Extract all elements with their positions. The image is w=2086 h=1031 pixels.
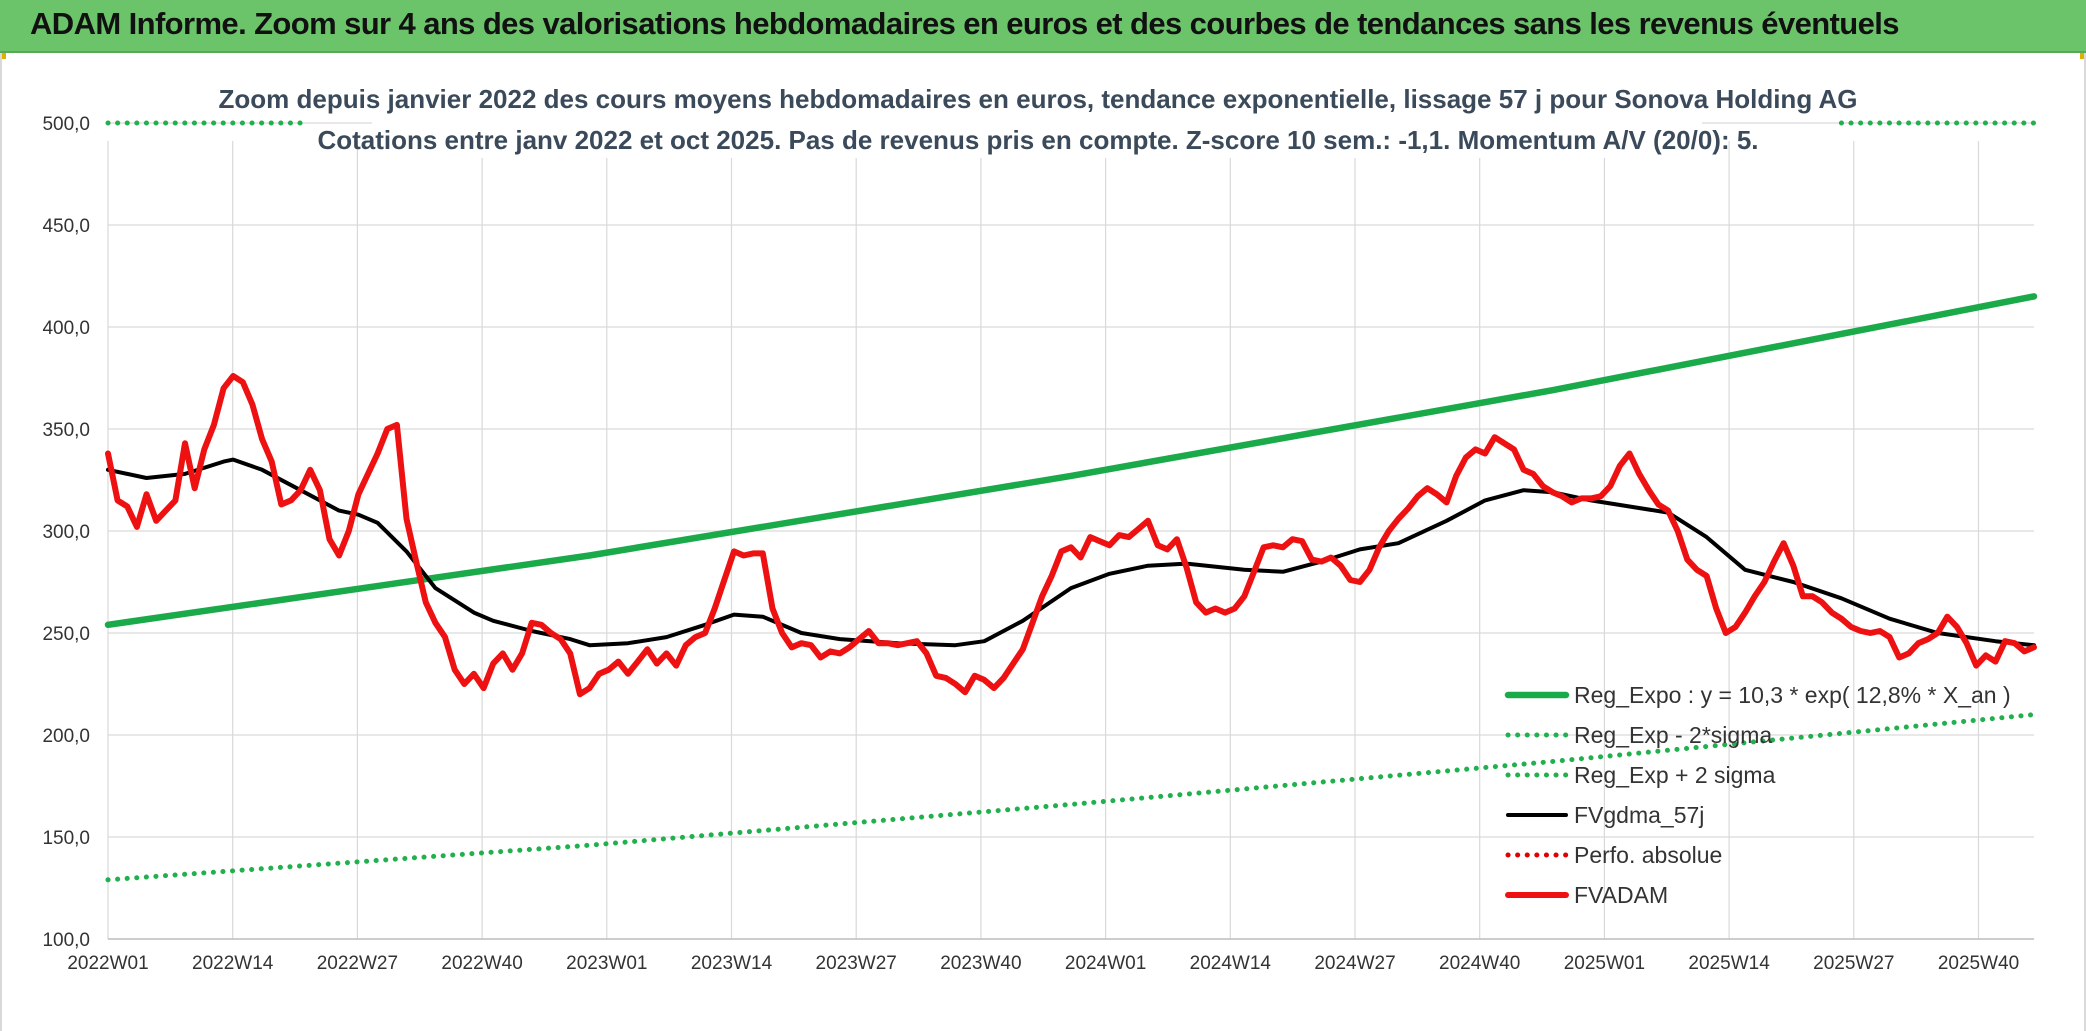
legend: Reg_Expo : y = 10,3 * exp( 12,8% * X_an …: [1504, 682, 2011, 908]
chart-title-bg: [298, 79, 1778, 117]
x-tick-label: 2022W14: [192, 953, 274, 974]
y-tick-label: 200,0: [42, 726, 90, 747]
y-tick-label: 300,0: [42, 522, 90, 543]
x-axis: 2022W01 2022W14 2022W27 2022W40 2023W01 2023W…: [67, 953, 2019, 974]
legend-label-fvadam: FVADAM: [1574, 882, 1668, 908]
x-tick-label: 2023W14: [691, 953, 773, 974]
x-tick-label: 2023W01: [566, 953, 647, 974]
x-tick-label: 2024W27: [1314, 953, 1395, 974]
corner-mark-left: [0, 53, 6, 59]
series-line-reg-exp-2-sigma: [105, 712, 2037, 883]
y-axis: 100,0 150,0 200,0 250,0 300,0 350,0 400,0 450,0…: [42, 114, 90, 951]
y-tick-label: 250,0: [42, 624, 90, 645]
line-chart: 100,0 150,0 200,0 250,0 300,0 350,0 400,0 450,0…: [42, 79, 2038, 974]
legend-label-fvgdma-57j: FVgdma_57j: [1574, 802, 1704, 828]
x-tick-label: 2023W40: [940, 953, 1021, 974]
x-tick-label: 2025W14: [1688, 953, 1770, 974]
y-tick-label: 450,0: [42, 216, 90, 237]
report-title: ADAM Informe. Zoom sur 4 ans des valoris…: [30, 6, 1900, 41]
legend-label-perfo-absolue: Perfo. absolue: [1574, 842, 1722, 868]
series-line-reg-expo-y-10-3-exp-12-8-x-an: [104, 293, 2038, 629]
x-tick-label: 2024W01: [1065, 953, 1146, 974]
x-tick-label: 2022W01: [67, 953, 148, 974]
x-tick-label: 2024W40: [1439, 953, 1520, 974]
y-tick-label: 500,0: [42, 114, 90, 135]
legend-label-reg-exp-2-sigma: Reg_Exp + 2 sigma: [1574, 762, 1776, 788]
legend-label-reg-exp-2-sigma: Reg_Exp - 2*sigma: [1574, 722, 1772, 748]
report-header: ADAM Informe. Zoom sur 4 ans des valoris…: [0, 0, 2086, 53]
chart-area: 100,0 150,0 200,0 250,0 300,0 350,0 400,0 450,0…: [0, 53, 2086, 1031]
y-tick-label: 150,0: [42, 828, 90, 849]
chart-title: Zoom depuis janvier 2022 des cours moyen…: [219, 84, 1858, 114]
legend-label-reg-expo-y-10-3-exp-12-8-x-an: Reg_Expo : y = 10,3 * exp( 12,8% * X_an …: [1574, 682, 2011, 708]
x-tick-label: 2025W01: [1564, 953, 1645, 974]
corner-mark-right: [2080, 53, 2086, 59]
x-tick-label: 2024W14: [1190, 953, 1272, 974]
x-tick-label: 2022W40: [441, 953, 522, 974]
x-tick-label: 2025W27: [1813, 953, 1894, 974]
grid: [107, 122, 2034, 940]
y-tick-label: 350,0: [42, 420, 90, 441]
x-tick-label: 2023W27: [816, 953, 897, 974]
chart-title-group: Zoom depuis janvier 2022 des cours moyen…: [219, 79, 1858, 158]
x-tick-label: 2022W27: [317, 953, 398, 974]
series-line-fvgdma-57j: [106, 457, 2036, 648]
series-line-fvadam: [105, 373, 2037, 698]
series-group: [104, 120, 2038, 883]
chart-subtitle: Cotations entre janv 2022 et oct 2025. P…: [317, 125, 1758, 155]
y-tick-label: 400,0: [42, 318, 90, 339]
x-tick-label: 2025W40: [1938, 953, 2019, 974]
y-tick-label: 100,0: [42, 930, 90, 951]
chart-subtitle-bg: [372, 120, 1702, 158]
